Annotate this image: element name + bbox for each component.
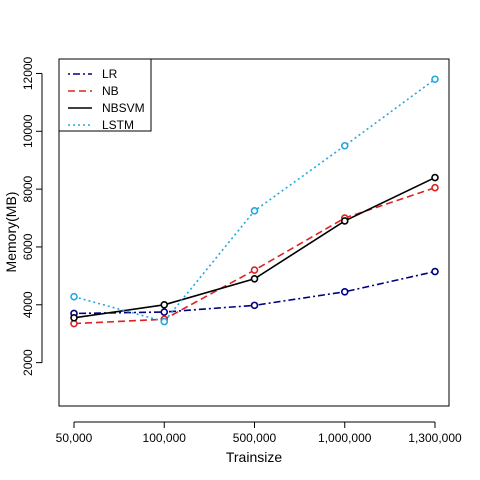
y-axis: 2000 4000 6000 8000 10000 12000	[21, 56, 43, 376]
plot-frame	[58, 58, 450, 407]
y-axis-title: Memory(MB)	[3, 192, 19, 273]
x-tick-label: 1,300,000	[408, 431, 462, 445]
y-tick-label: 6000	[21, 233, 35, 260]
legend-label-lstm: LSTM	[102, 118, 134, 132]
y-tick-label: 12000	[21, 56, 35, 90]
data-point-lr	[160, 308, 169, 316]
x-axis-title: Trainsize	[226, 449, 282, 465]
series-layer	[70, 75, 439, 328]
legend-label-nb: NB	[102, 84, 119, 98]
legend: LR NB NBSVM LSTM	[58, 58, 152, 132]
legend-box	[58, 58, 152, 132]
data-point-lstm	[70, 292, 78, 301]
series-line-nbsvm	[73, 176, 436, 319]
data-point-nbsvm	[250, 274, 259, 283]
data-point-nbsvm	[340, 217, 349, 225]
data-point-nbsvm	[70, 314, 78, 322]
data-point-nbsvm	[431, 173, 439, 182]
data-point-nb	[431, 183, 439, 192]
data-point-lr	[431, 267, 439, 276]
data-point-lstm	[160, 317, 169, 326]
data-point-lstm	[340, 141, 349, 150]
data-point-lr	[250, 301, 259, 310]
data-point-lr	[340, 287, 349, 296]
x-tick-label: 100,000	[143, 431, 187, 445]
legend-label-lr: LR	[102, 67, 118, 81]
x-axis: 50,000 100,000 500,000 1,000,000 1,300,000	[56, 421, 462, 445]
y-tick-label: 10000	[21, 114, 35, 148]
y-tick-label: 2000	[21, 349, 35, 376]
x-tick-label: 50,000	[56, 431, 93, 445]
y-tick-label: 8000	[21, 175, 35, 202]
data-point-lstm	[250, 207, 259, 215]
x-tick-label: 500,000	[233, 431, 277, 445]
data-point-nb	[250, 266, 259, 274]
legend-label-nbsvm: NBSVM	[102, 101, 145, 115]
data-point-lstm	[431, 75, 439, 84]
y-tick-label: 4000	[21, 291, 35, 318]
x-tick-label: 1,000,000	[318, 431, 372, 445]
data-point-nbsvm	[160, 300, 169, 309]
